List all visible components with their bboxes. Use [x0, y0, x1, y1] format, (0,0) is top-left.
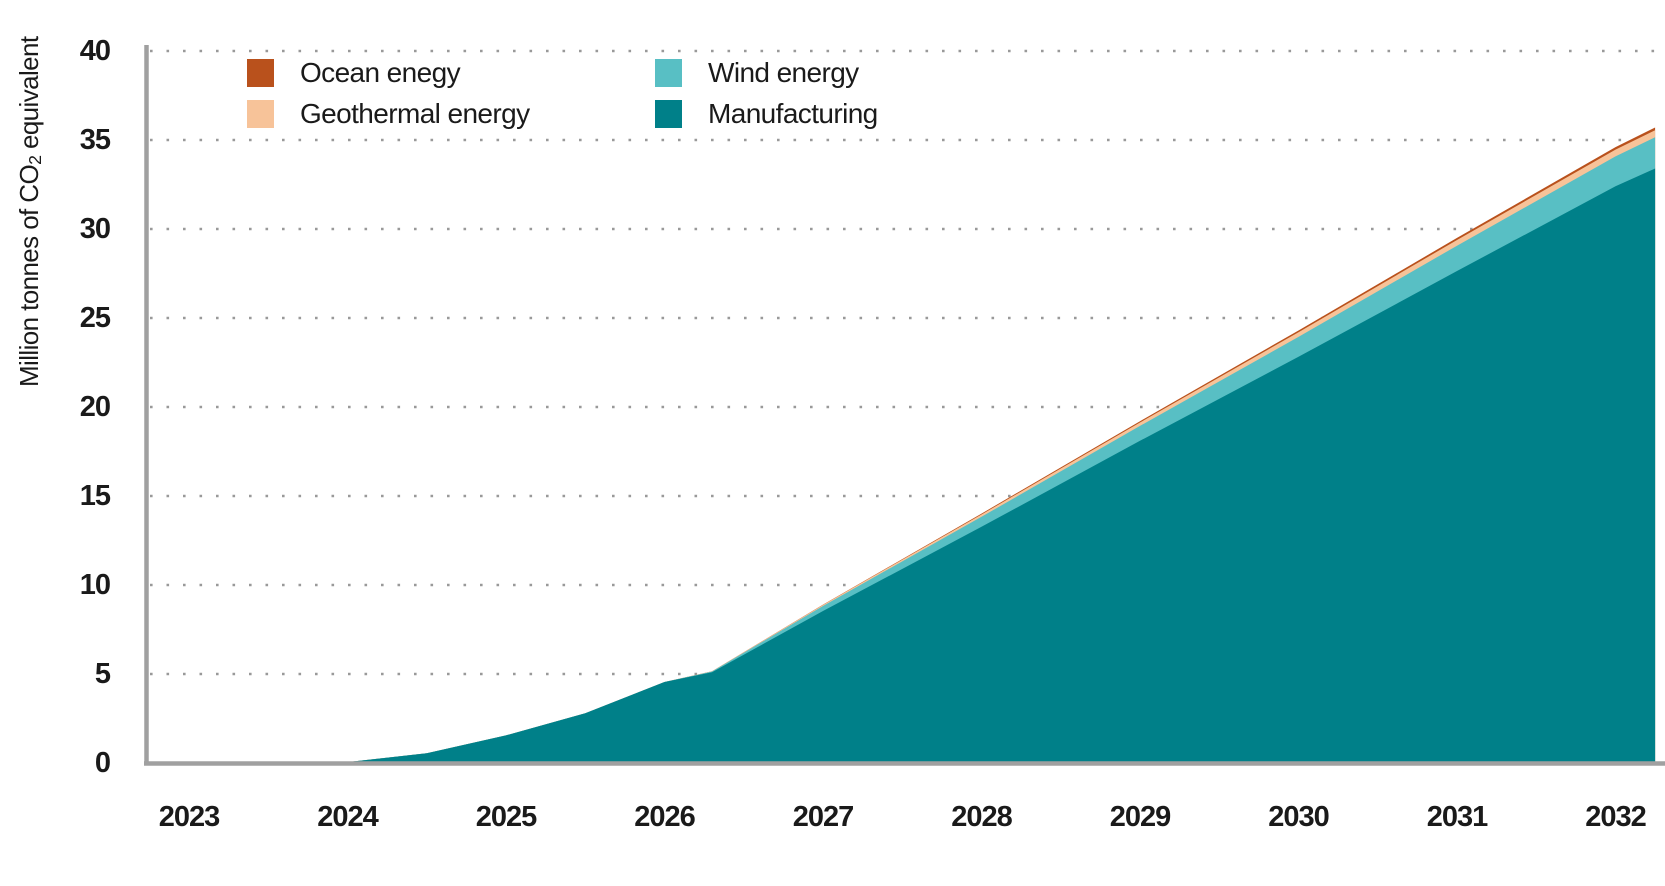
x-tick-label-2031: 2031: [1426, 801, 1489, 833]
legend-label-manufacturing: Manufacturing: [708, 98, 878, 129]
y-axis-title-text: Million tonnes of CO: [14, 165, 44, 388]
x-tick-label-2029: 2029: [1109, 801, 1172, 833]
y-axis-title-subscript: 2: [25, 155, 46, 166]
y-tick-label-25: 25: [79, 302, 111, 334]
x-tick-label-2026: 2026: [634, 801, 696, 833]
x-tick-label-2032: 2032: [1585, 801, 1647, 833]
y-tick-label-20: 20: [79, 391, 111, 423]
legend-swatch-wind-energy: [655, 59, 682, 87]
legend-swatch-ocean-energy: [247, 59, 274, 87]
x-tick-label-2028: 2028: [951, 801, 1013, 833]
legend-item-ocean-energy: Ocean enegy: [247, 57, 461, 89]
y-tick-label-15: 15: [79, 480, 111, 512]
y-tick-label-0: 0: [94, 747, 111, 779]
legend-label-geothermal-energy: Geothermal energy: [300, 98, 530, 129]
legend-item-wind-energy: Wind energy: [655, 57, 859, 89]
y-tick-label-10: 10: [79, 569, 111, 601]
x-tick-label-2024: 2024: [317, 801, 379, 833]
x-tick-label-2030: 2030: [1268, 801, 1330, 833]
y-tick-label-40: 40: [79, 35, 111, 67]
legend-item-geothermal-energy: Geothermal energy: [247, 98, 530, 130]
x-tick-label-2027: 2027: [792, 801, 855, 833]
legend-item-manufacturing: Manufacturing: [655, 98, 878, 130]
legend-label-wind-energy: Wind energy: [708, 57, 859, 88]
legend-swatch-geothermal-energy: [247, 100, 274, 128]
y-tick-label-30: 30: [79, 213, 111, 245]
y-tick-label-5: 5: [94, 658, 111, 690]
x-tick-label-2023: 2023: [158, 801, 221, 833]
x-tick-label-2025: 2025: [475, 801, 538, 833]
area-manufacturing: [141, 168, 1656, 763]
y-tick-label-35: 35: [79, 124, 111, 156]
legend-swatch-manufacturing: [655, 100, 682, 128]
legend-label-ocean-energy: Ocean enegy: [300, 57, 461, 88]
